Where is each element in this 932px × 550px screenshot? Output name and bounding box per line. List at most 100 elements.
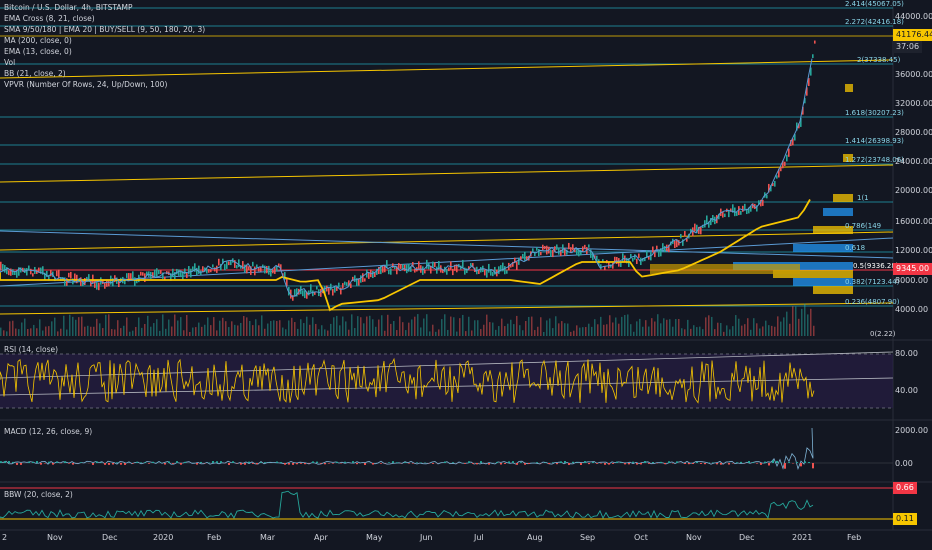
price-candle: [408, 263, 410, 272]
macd-histogram-bar: [500, 463, 502, 465]
volume-bar: [57, 331, 59, 336]
indicator-legend-bb[interactable]: BB (21, close, 2): [4, 69, 66, 78]
volume-bar: [567, 323, 569, 336]
price-candle: [184, 268, 186, 275]
volume-bar: [465, 331, 467, 336]
price-candle: [778, 168, 780, 178]
macd-histogram-bar: [508, 461, 510, 463]
macd-histogram-bar: [432, 463, 434, 464]
volume-bar: [330, 323, 332, 336]
price-candle: [6, 267, 8, 275]
price-candle: [320, 288, 322, 297]
macd-histogram-bar: [696, 461, 698, 463]
horizontal-line-price-tag[interactable]: 9345.00: [893, 263, 932, 275]
volume-bar: [324, 329, 326, 336]
fib-label: 0.382(7123.44): [845, 278, 900, 286]
volume-bar: [69, 314, 71, 336]
volume-bar: [429, 331, 431, 336]
volume-bar: [759, 328, 761, 336]
indicator-legend-vol[interactable]: Vol: [4, 58, 16, 67]
volume-bar: [723, 331, 725, 336]
macd-histogram-bar: [352, 461, 354, 463]
price-candle: [664, 245, 666, 253]
volume-bar: [84, 326, 86, 336]
bbw-pane-label[interactable]: BBW (20, close, 2): [4, 490, 73, 499]
volume-bar: [648, 326, 650, 336]
price-candle: [346, 282, 348, 286]
price-candle: [98, 282, 100, 291]
price-candle: [336, 286, 338, 291]
price-candle: [550, 249, 552, 257]
price-candle: [522, 253, 524, 259]
price-candle: [612, 263, 614, 269]
price-candle: [396, 266, 398, 275]
price-candle: [772, 183, 774, 187]
indicator-legend-vpvr[interactable]: VPVR (Number Of Rows, 24, Up/Down, 100): [4, 80, 168, 89]
price-candle: [152, 272, 154, 278]
price-candle: [488, 263, 490, 273]
price-candle: [432, 261, 434, 269]
volume-bar: [699, 326, 701, 336]
volume-bar: [402, 322, 404, 336]
macd-histogram-bar: [528, 463, 530, 464]
indicator-legend-sma-buysell[interactable]: SMA 9/50/180 | EMA 20 | BUY/SELL (9, 50,…: [4, 25, 206, 34]
volume-bar: [780, 321, 782, 336]
price-candle: [90, 280, 92, 287]
price-candle: [328, 287, 330, 295]
price-candle: [660, 248, 662, 257]
price-candle: [38, 267, 40, 273]
price-candle: [690, 228, 692, 234]
volume-bar: [729, 329, 731, 336]
price-candle: [512, 261, 514, 267]
volume-bar: [33, 324, 35, 336]
volume-bar: [6, 331, 8, 336]
macd-histogram-bar: [592, 461, 594, 463]
macd-histogram-bar: [104, 463, 106, 465]
price-candle: [246, 265, 248, 274]
volume-bar: [678, 319, 680, 336]
volume-profile-bar: [833, 194, 853, 202]
volume-bar: [579, 327, 581, 336]
last-price-tag[interactable]: 41176.44: [893, 29, 932, 41]
macd-histogram-bar: [740, 461, 742, 463]
price-candle: [240, 265, 242, 269]
macd-histogram-bar: [264, 462, 266, 463]
price-candle: [306, 291, 308, 299]
volume-bar: [795, 306, 797, 336]
volume-bar: [573, 330, 575, 336]
volume-bar: [645, 320, 647, 336]
indicator-legend-ma200[interactable]: MA (200, close, 0): [4, 36, 72, 45]
price-axis-label: 12000.00: [895, 246, 932, 255]
price-candle: [16, 270, 18, 278]
price-candle: [510, 264, 512, 268]
volume-bar: [627, 314, 629, 336]
volume-bar: [726, 325, 728, 336]
macd-histogram-bar: [4, 461, 6, 463]
rsi-pane-label[interactable]: RSI (14, close): [4, 345, 59, 354]
price-candle: [596, 255, 598, 262]
macd-histogram-bar: [252, 463, 254, 464]
price-axis-label: 20000.00: [895, 186, 932, 195]
volume-bar: [591, 326, 593, 336]
indicator-legend-ema-cross[interactable]: EMA Cross (8, 21, close): [4, 14, 95, 23]
macd-histogram-bar: [240, 463, 242, 465]
price-candle: [506, 270, 508, 274]
indicator-legend-ema13[interactable]: EMA (13, close, 0): [4, 47, 72, 56]
price-candle: [350, 283, 352, 289]
price-axis-label: 32000.00: [895, 99, 932, 108]
volume-bar: [372, 319, 374, 336]
price-candle: [146, 271, 148, 276]
macd-histogram-bar: [184, 461, 186, 463]
macd-histogram-bar: [404, 462, 406, 463]
price-candle: [158, 269, 160, 275]
price-candle: [464, 267, 466, 275]
volume-bar: [375, 326, 377, 336]
price-candle: [368, 272, 370, 279]
macd-pane-label[interactable]: MACD (12, 26, close, 9): [4, 427, 93, 436]
macd-histogram-bar: [480, 461, 482, 463]
time-axis-label: 2020: [153, 533, 174, 542]
volume-bar: [102, 328, 104, 336]
symbol-title[interactable]: Bitcoin / U.S. Dollar, 4h, BITSTAMP: [4, 3, 133, 12]
price-candle: [744, 203, 746, 210]
